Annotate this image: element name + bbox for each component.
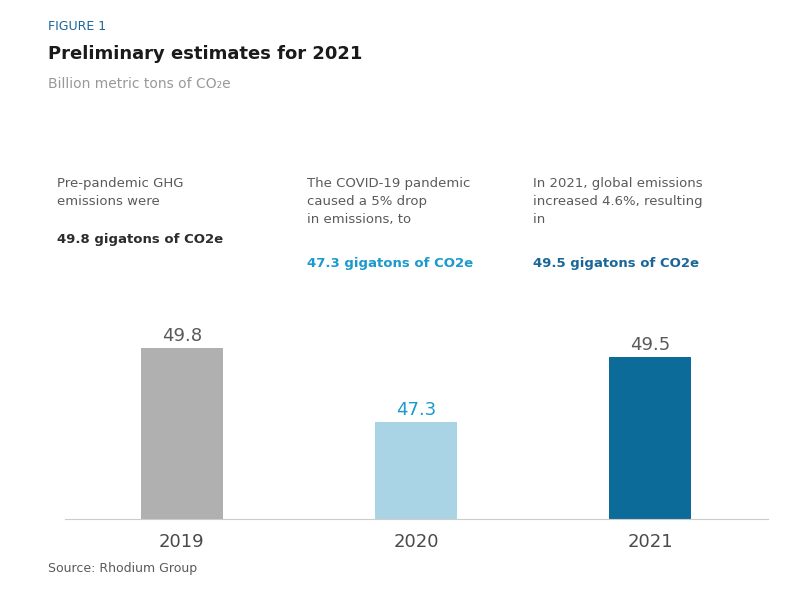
- Bar: [375, 422, 457, 590]
- Bar: [141, 348, 223, 590]
- Text: Pre-pandemic GHG
emissions were: Pre-pandemic GHG emissions were: [57, 177, 183, 208]
- Text: 49.5 gigatons of CO2e: 49.5 gigatons of CO2e: [533, 257, 699, 270]
- Text: 47.3 gigatons of CO2e: 47.3 gigatons of CO2e: [307, 257, 473, 270]
- Bar: [609, 357, 692, 590]
- Text: In 2021, global emissions
increased 4.6%, resulting
in: In 2021, global emissions increased 4.6%…: [533, 177, 703, 226]
- Text: Billion metric tons of CO₂e: Billion metric tons of CO₂e: [48, 77, 231, 91]
- Text: 49.5: 49.5: [630, 336, 671, 354]
- Text: 47.3: 47.3: [396, 401, 436, 419]
- Text: The COVID-19 pandemic
caused a 5% drop
in emissions, to: The COVID-19 pandemic caused a 5% drop i…: [307, 177, 470, 226]
- Text: FIGURE 1: FIGURE 1: [48, 19, 107, 32]
- Text: 49.8 gigatons of CO2e: 49.8 gigatons of CO2e: [57, 233, 223, 246]
- Text: 49.8: 49.8: [162, 327, 202, 345]
- Text: Source: Rhodium Group: Source: Rhodium Group: [48, 562, 198, 575]
- Text: Preliminary estimates for 2021: Preliminary estimates for 2021: [48, 45, 363, 63]
